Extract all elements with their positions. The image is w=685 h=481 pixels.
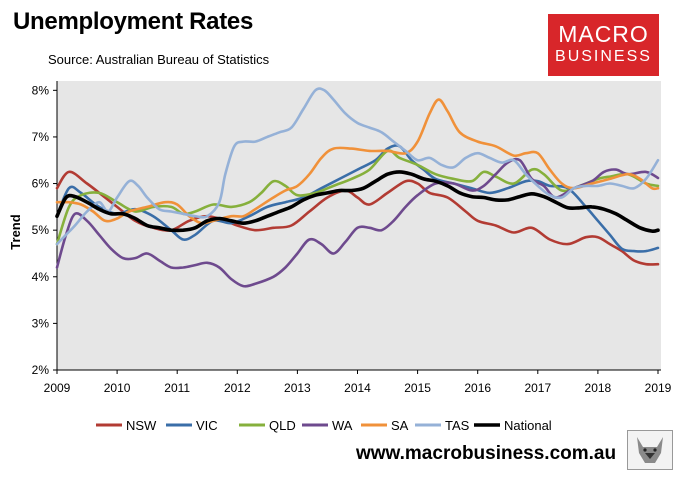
x-tick-label: 2019 [645,381,672,395]
series-lines [55,87,660,288]
x-tick-label: 2015 [404,381,431,395]
x-tick-label: 2009 [44,381,71,395]
legend-label-nsw: NSW [126,418,157,433]
x-tick-label: 2010 [104,381,131,395]
x-tick-label: 2017 [524,381,551,395]
x-tick-label: 2013 [284,381,311,395]
macrobusiness-logo: MACRO BUSINESS [548,14,659,76]
logo-line-1: MACRO [558,21,649,47]
source-note: Source: Australian Bureau of Statistics [48,52,270,67]
plot-area [57,81,661,370]
chart-title: Unemployment Rates [13,8,253,35]
x-tick-label: 2011 [164,381,190,395]
legend-label-sa: SA [391,418,409,433]
series-line-tas [55,87,660,246]
website-url: www.macrobusiness.com.au [356,443,617,464]
logo-line-2: BUSINESS [555,48,652,65]
y-tick-label: 7% [32,130,50,144]
y-axis-tick-labels: 2% 3% 4% 5% 6% 7% 8% [32,83,50,377]
legend-label-national: National [504,418,552,433]
y-tick-label: 2% [32,363,50,377]
wolf-logo [627,430,673,470]
x-tick-label: 2016 [464,381,491,395]
legend-label-vic: VIC [196,418,218,433]
y-tick-label: 5% [32,223,50,237]
series-line-wa [55,157,660,288]
legend-label-wa: WA [332,418,353,433]
x-tick-label: 2018 [585,381,612,395]
x-tick-label: 2014 [344,381,371,395]
y-tick-label: 3% [32,316,50,330]
wolf-icon [637,437,663,463]
legend-label-qld: QLD [269,418,296,433]
legend-label-tas: TAS [445,418,470,433]
y-tick-label: 8% [32,83,50,97]
x-tick-label: 2012 [224,381,251,395]
axes [53,81,661,374]
legend: NSW VIC QLD WA SA TAS National [96,418,552,433]
y-tick-label: 4% [32,270,50,284]
series-line-qld [55,149,660,246]
y-axis-title: Trend [8,214,23,249]
x-axis-tick-labels: 2009 2010 2011 2012 2013 2014 2015 2016 2017 2018… [44,381,672,395]
series-line-national [55,170,660,233]
y-tick-label: 6% [32,177,50,191]
